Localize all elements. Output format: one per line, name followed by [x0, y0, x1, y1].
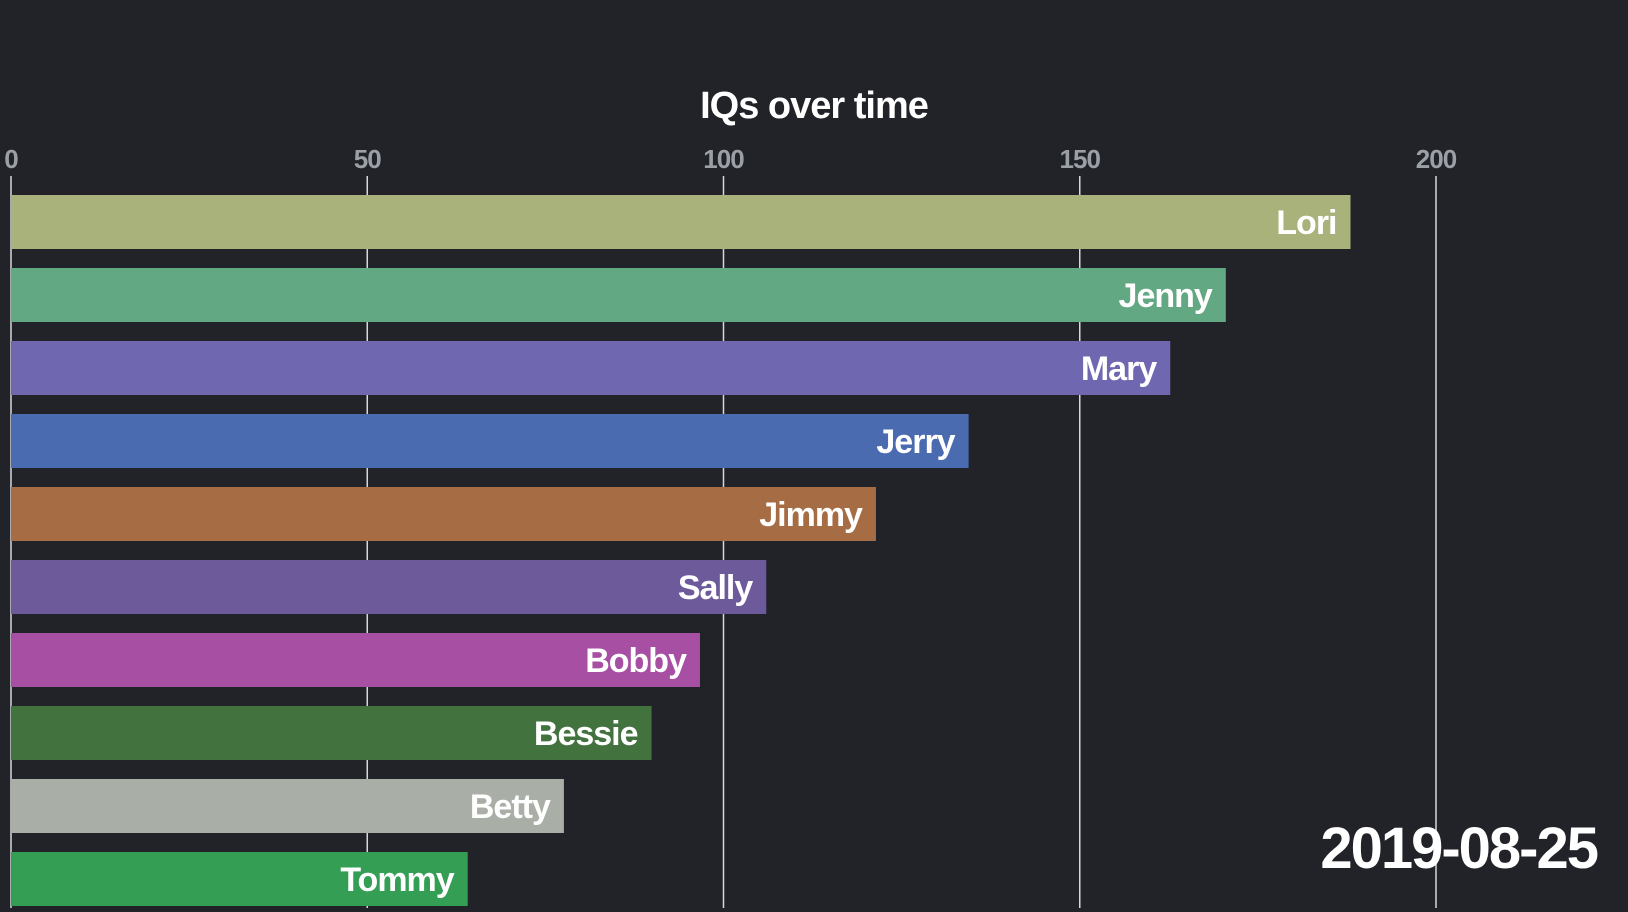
bar-label-bobby: Bobby — [585, 642, 687, 680]
bar-label-mary: Mary — [1081, 350, 1157, 388]
bar-betty — [11, 779, 564, 833]
bar-label-sally: Sally — [678, 569, 753, 607]
bar-label-betty: Betty — [470, 788, 551, 826]
date-annotation: 2019-08-25 — [1320, 816, 1597, 881]
x-tick-label-100: 100 — [703, 144, 744, 174]
bar-tommy — [11, 852, 468, 906]
x-tick-label-200: 200 — [1416, 144, 1457, 174]
bar-jerry — [11, 414, 969, 468]
bar-lori — [11, 195, 1351, 249]
bar-label-jimmy: Jimmy — [759, 496, 863, 534]
bar-mary — [11, 341, 1171, 395]
bar-label-bessie: Bessie — [534, 715, 638, 753]
x-tick-label-150: 150 — [1060, 144, 1101, 174]
x-tick-label-50: 50 — [354, 144, 381, 174]
chart-title: IQs over time — [700, 85, 928, 127]
bar-label-jenny: Jenny — [1119, 277, 1213, 315]
x-tick-label-0: 0 — [4, 144, 18, 174]
bar-jimmy — [11, 487, 876, 541]
bar-jenny — [11, 268, 1226, 322]
bars — [11, 195, 1351, 906]
bar-bobby — [11, 633, 700, 687]
bar-bessie — [11, 706, 652, 760]
bar-label-lori: Lori — [1276, 204, 1336, 242]
bar-label-jerry: Jerry — [876, 423, 955, 461]
x-axis-ticks: 0 50 100 150 200 — [4, 144, 1457, 174]
bar-sally — [11, 560, 767, 614]
bar-label-tommy: Tommy — [340, 861, 454, 899]
